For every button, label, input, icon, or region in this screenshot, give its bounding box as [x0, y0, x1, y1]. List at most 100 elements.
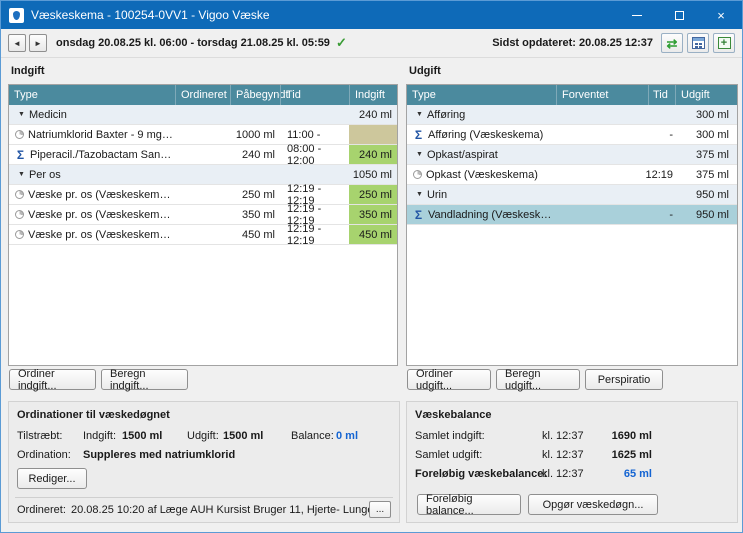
beregn-udgift-button[interactable]: Beregn udgift... [496, 369, 580, 390]
window-title: Væskeskema - 100254-0VV1 - Vigoo Væske [31, 8, 270, 22]
plus-box-icon: + [718, 37, 731, 49]
indgift-label: Indgift: [83, 430, 116, 442]
column-header-type[interactable]: Type [407, 85, 556, 105]
samlet-indgift-value: 1690 ml [587, 430, 652, 442]
intake-table-header: Type Ordineret Påbegyndt Tid Indgift [9, 85, 397, 105]
column-header-forventet[interactable]: Forventet [556, 85, 648, 105]
next-day-button[interactable]: ► [29, 34, 47, 52]
forelobig-balance-value: 65 ml [587, 468, 652, 480]
last-updated-label: Sidst opdateret: 20.08.25 12:37 [492, 37, 653, 49]
status-circle-icon [15, 230, 24, 239]
ordinationer-title: Ordinationer til væskedøgnet [17, 409, 170, 421]
output-table-header: Type Forventet Tid Udgift [407, 85, 737, 105]
balance-value: 0 ml [336, 430, 358, 442]
column-header-udgift[interactable]: Udgift [675, 85, 737, 105]
indgift-cell-done: 350 ml [349, 205, 397, 224]
check-icon: ✓ [336, 35, 347, 51]
opgor-vaeskedogn-button[interactable]: Opgør væskedøgn... [528, 494, 658, 515]
ordineret-value: 20.08.25 10:20 af Læge AUH Kursist Bruge… [71, 504, 371, 516]
samlet-udgift-time: kl. 12:37 [542, 449, 584, 461]
status-circle-icon [413, 170, 422, 179]
column-header-tid[interactable]: Tid [648, 85, 675, 105]
more-button[interactable]: ... [369, 501, 391, 518]
udgift-value: 1500 ml [223, 430, 263, 442]
samlet-udgift-value: 1625 ml [587, 449, 652, 461]
calendar-button[interactable] [687, 33, 709, 53]
table-row-vand[interactable]: Væske pr. os (Væskeskema) - Vand 450 ml … [9, 225, 397, 245]
status-circle-icon [15, 190, 24, 199]
close-button[interactable]: × [700, 1, 742, 29]
intake-table: Type Ordineret Påbegyndt Tid Indgift ▼Me… [8, 84, 398, 366]
chevron-down-icon: ▼ [413, 151, 423, 158]
sigma-icon: Σ [15, 148, 26, 162]
table-row-vandladning-selected[interactable]: ΣVandladning (Væskeskema) - 950 ml [407, 205, 737, 225]
rediger-button[interactable]: Rediger... [17, 468, 87, 489]
ordinationer-box: Ordinationer til væskedøgnet Tilstræbt: … [8, 401, 400, 523]
date-range-label: onsdag 20.08.25 kl. 06:00 - torsdag 21.0… [56, 37, 330, 49]
divider [15, 497, 393, 498]
ordination-value: Suppleres med natriumklorid [83, 449, 235, 461]
ordiner-indgift-button[interactable]: Ordiner indgift... [9, 369, 96, 390]
indgift-cell-done: 450 ml [349, 225, 397, 244]
table-row-piperacil[interactable]: ΣPiperacil./Tazobactam Sandoz (4 g... 24… [9, 145, 397, 165]
minimize-icon [632, 15, 642, 16]
ordination-label: Ordination: [17, 449, 71, 461]
intake-panel-title: Indgift [11, 65, 45, 77]
column-header-tid[interactable]: Tid [280, 85, 349, 105]
samlet-indgift-time: kl. 12:37 [542, 430, 584, 442]
column-header-type[interactable]: Type [9, 85, 175, 105]
sigma-icon: Σ [413, 128, 424, 142]
chevron-down-icon: ▼ [413, 191, 423, 198]
maximize-button[interactable] [658, 1, 700, 29]
status-circle-icon [15, 210, 24, 219]
chevron-down-icon: ▼ [15, 111, 25, 118]
indgift-cell-done: 240 ml [349, 145, 397, 164]
forelobig-balance-time: kl. 12:37 [542, 468, 584, 480]
indgift-value: 1500 ml [122, 430, 162, 442]
sigma-icon: Σ [413, 208, 424, 222]
status-circle-icon [15, 130, 24, 139]
table-row-group-affoering[interactable]: ▼Afføring 300 ml [407, 105, 737, 125]
udgift-label: Udgift: [187, 430, 219, 442]
date-toolbar: ◄ ► onsdag 20.08.25 kl. 06:00 - torsdag … [1, 29, 742, 58]
vaeskeskema-window: Væskeskema - 100254-0VV1 - Vigoo Væske ×… [0, 0, 743, 533]
vaeskebalance-box: Væskebalance Samlet indgift: kl. 12:37 1… [406, 401, 738, 523]
forelobig-balance-label: Foreløbig væskebalance: [415, 468, 547, 480]
maximize-icon [675, 11, 684, 20]
close-icon: × [717, 8, 725, 23]
ordineret-label: Ordineret: [17, 504, 66, 516]
table-row-group-urin[interactable]: ▼Urin 950 ml [407, 185, 737, 205]
table-row-opkast-skema[interactable]: Opkast (Væskeskema) 12:19 375 ml [407, 165, 737, 185]
minimize-button[interactable] [616, 1, 658, 29]
table-row-group-opkast[interactable]: ▼Opkast/aspirat 375 ml [407, 145, 737, 165]
expand-button[interactable]: + [713, 33, 735, 53]
refresh-button[interactable]: ⇄ [661, 33, 683, 53]
calendar-icon [692, 37, 705, 49]
chevron-right-icon: ► [34, 39, 42, 48]
perspiratio-button[interactable]: Perspiratio [585, 369, 663, 390]
sync-icon: ⇄ [667, 37, 678, 50]
indgift-cell-done: 250 ml [349, 185, 397, 204]
output-table: Type Forventet Tid Udgift ▼Afføring 300 … [406, 84, 738, 366]
column-header-paabegyndt[interactable]: Påbegyndt [230, 85, 280, 105]
samlet-indgift-label: Samlet indgift: [415, 430, 485, 442]
title-bar: Væskeskema - 100254-0VV1 - Vigoo Væske × [1, 1, 742, 29]
chevron-left-icon: ◄ [13, 39, 21, 48]
chevron-down-icon: ▼ [15, 171, 25, 178]
column-header-ordineret[interactable]: Ordineret [175, 85, 230, 105]
output-panel-title: Udgift [409, 65, 441, 77]
beregn-indgift-button[interactable]: Beregn indgift... [101, 369, 188, 390]
table-row-affoering-skema[interactable]: ΣAfføring (Væskeskema) - 300 ml [407, 125, 737, 145]
indgift-cell-pending [349, 125, 397, 144]
chevron-down-icon: ▼ [413, 111, 423, 118]
previous-day-button[interactable]: ◄ [8, 34, 26, 52]
table-row-group-medicin[interactable]: ▼Medicin 240 ml [9, 105, 397, 125]
tilstraebt-label: Tilstræbt: [17, 430, 62, 442]
forelobig-balance-button[interactable]: Foreløbig balance... [417, 494, 521, 515]
column-header-indgift[interactable]: Indgift [349, 85, 397, 105]
app-icon [9, 8, 24, 23]
ordiner-udgift-button[interactable]: Ordiner udgift... [407, 369, 491, 390]
vaeskebalance-title: Væskebalance [415, 409, 491, 421]
samlet-udgift-label: Samlet udgift: [415, 449, 482, 461]
balance-label: Balance: [291, 430, 334, 442]
